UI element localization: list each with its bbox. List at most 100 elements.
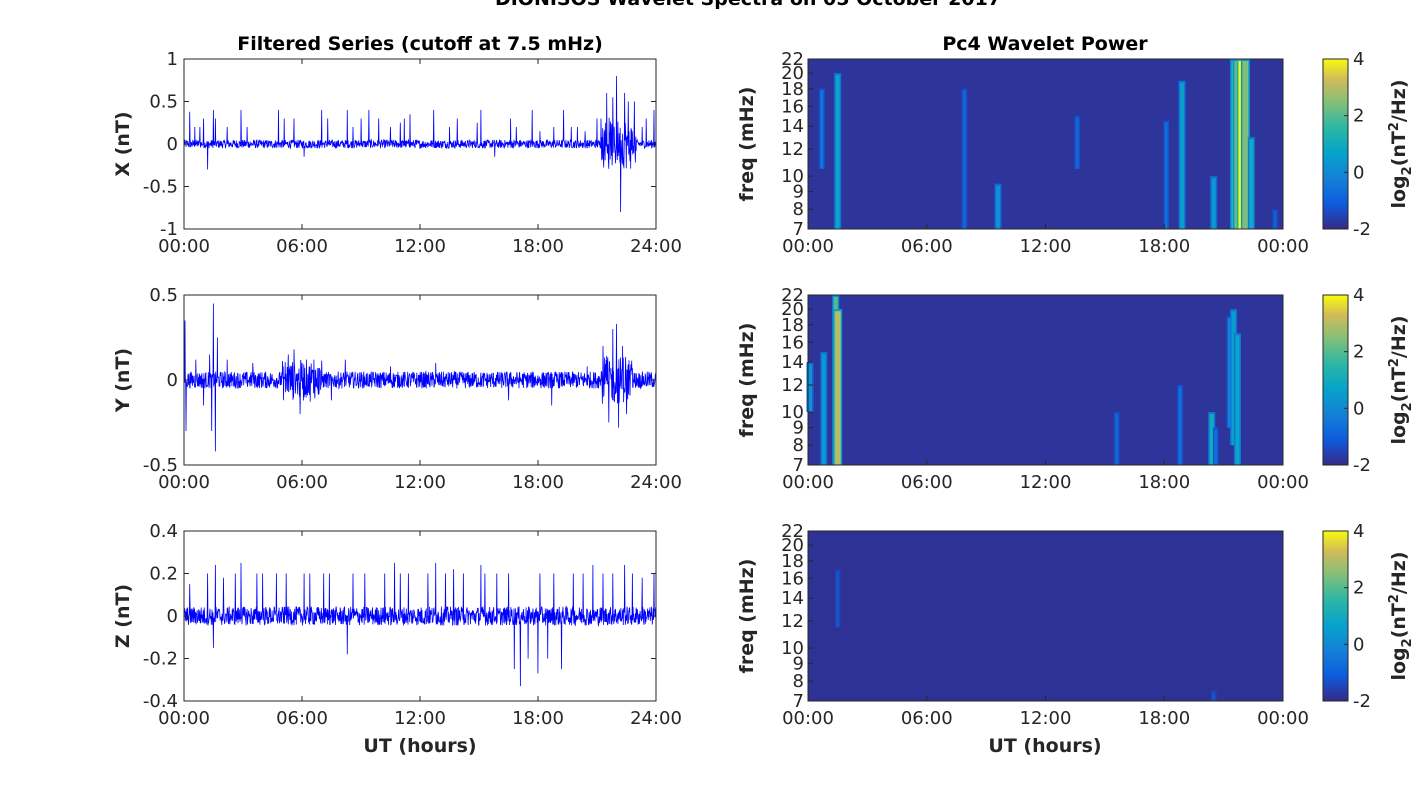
y-tick-label: 14	[781, 116, 804, 137]
x-tick-label: 24:00	[630, 236, 682, 257]
power-streak	[821, 353, 826, 465]
y-tick-label: 1	[167, 49, 178, 70]
y-tick-label: 7	[793, 219, 804, 240]
power-streak	[1242, 61, 1249, 229]
x-tick-label: 06:00	[901, 472, 953, 493]
x-tick-label: 00:00	[1257, 472, 1309, 493]
power-streak	[1228, 318, 1231, 428]
y-tick-label: 20	[781, 535, 804, 556]
y-axis-label: Y (nT)	[112, 348, 134, 413]
left-xlabel: UT (hours)	[363, 735, 476, 757]
y-tick-label: 8	[793, 671, 804, 692]
x-tick-label: 06:00	[276, 236, 328, 257]
y-tick-label: -0.5	[143, 455, 178, 476]
colorbar	[1322, 530, 1349, 702]
y-axis-label: freq (mHz)	[736, 559, 758, 674]
x-tick-label: 12:00	[394, 236, 446, 257]
x-tick-label: 06:00	[901, 236, 953, 257]
colorbar-tick-label: 0	[1353, 398, 1364, 419]
x-tick-label: 12:00	[394, 708, 446, 729]
figure-title: DIONISOS Wavelet Spectra on 05 October 2…	[495, 0, 1001, 10]
x-tick-label: 18:00	[1138, 236, 1190, 257]
y-tick-label: 0.4	[149, 521, 178, 542]
y-tick-label: -0.2	[143, 649, 178, 670]
y-tick-label: 16	[781, 332, 804, 353]
power-streak	[1180, 82, 1185, 229]
y-tick-label: 12	[781, 139, 804, 160]
x-tick-label: 06:00	[276, 472, 328, 493]
colorbar-tick-label: -2	[1353, 691, 1371, 712]
x-tick-label: 18:00	[512, 708, 564, 729]
series-line	[183, 303, 657, 452]
power-streak	[1235, 335, 1240, 465]
y-tick-label: 10	[781, 638, 804, 659]
y-tick-label: 20	[781, 63, 804, 84]
x-tick-label: 00:00	[782, 472, 834, 493]
x-tick-label: 00:00	[782, 236, 834, 257]
y-tick-label: 0	[167, 134, 178, 155]
x-tick-label: 18:00	[1138, 708, 1190, 729]
x-tick-label: 06:00	[276, 708, 328, 729]
power-streak	[1212, 692, 1215, 701]
x-tick-label: 06:00	[901, 708, 953, 729]
y-tick-label: 22	[781, 285, 804, 306]
colorbar	[1322, 58, 1349, 230]
colorbar-label: log2(nT2/Hz)	[1387, 315, 1415, 444]
right-xlabel: UT (hours)	[988, 735, 1101, 757]
y-tick-label: 12	[781, 375, 804, 396]
power-streak	[836, 571, 839, 628]
x-tick-label: 18:00	[512, 472, 564, 493]
y-tick-label: 10	[781, 166, 804, 187]
power-streak	[1249, 139, 1254, 229]
x-tick-label: 00:00	[1257, 708, 1309, 729]
series-line	[183, 75, 657, 213]
colorbar-tick-label: 4	[1353, 285, 1364, 306]
x-tick-label: 12:00	[1020, 708, 1072, 729]
heatmap-background	[808, 59, 1283, 229]
power-streak	[1214, 429, 1217, 465]
y-tick-label: 20	[781, 299, 804, 320]
colorbar	[1322, 294, 1349, 466]
y-tick-label: 18	[781, 79, 804, 100]
y-tick-label: -0.4	[143, 691, 178, 712]
x-tick-label: 12:00	[1020, 236, 1072, 257]
colorbar-tick-label: 0	[1353, 162, 1364, 183]
y-tick-label: 16	[781, 96, 804, 117]
y-axis-label: freq (mHz)	[736, 323, 758, 438]
y-tick-label: 9	[793, 654, 804, 675]
y-tick-label: 14	[781, 352, 804, 373]
power-streak	[1211, 178, 1216, 229]
power-streak	[1164, 122, 1168, 229]
power-streak	[835, 75, 840, 229]
y-tick-label: 7	[793, 455, 804, 476]
y-tick-label: 22	[781, 521, 804, 542]
y-axis-label: Z (nT)	[112, 584, 134, 648]
y-tick-label: 8	[793, 435, 804, 456]
colorbar-tick-label: 2	[1353, 342, 1364, 363]
series-line	[183, 562, 657, 687]
x-tick-label: 24:00	[630, 472, 682, 493]
colorbar-label: log2(nT2/Hz)	[1387, 79, 1415, 208]
power-streak	[834, 311, 841, 465]
y-tick-label: 0.5	[149, 285, 178, 306]
colorbar-tick-label: -2	[1353, 455, 1371, 476]
x-tick-label: 00:00	[1257, 236, 1309, 257]
x-tick-label: 24:00	[630, 708, 682, 729]
x-tick-label: 12:00	[394, 472, 446, 493]
x-tick-label: 00:00	[782, 708, 834, 729]
y-tick-label: -0.5	[143, 177, 178, 198]
line-panel-3: 0.4 0.2 0 -0.2 -0.400:00 06:00 12:00 18:00 24:00	[143, 521, 682, 729]
y-tick-label: 12	[781, 611, 804, 632]
power-streak	[996, 185, 1000, 229]
power-streak	[1178, 386, 1182, 465]
y-tick-label: 0.5	[149, 92, 178, 113]
y-tick-label: 8	[793, 199, 804, 220]
y-tick-label: 9	[793, 418, 804, 439]
power-streak	[1209, 414, 1214, 465]
y-tick-label: 0.2	[149, 564, 178, 585]
power-streak	[1075, 117, 1079, 169]
y-axis-label: freq (mHz)	[736, 87, 758, 202]
